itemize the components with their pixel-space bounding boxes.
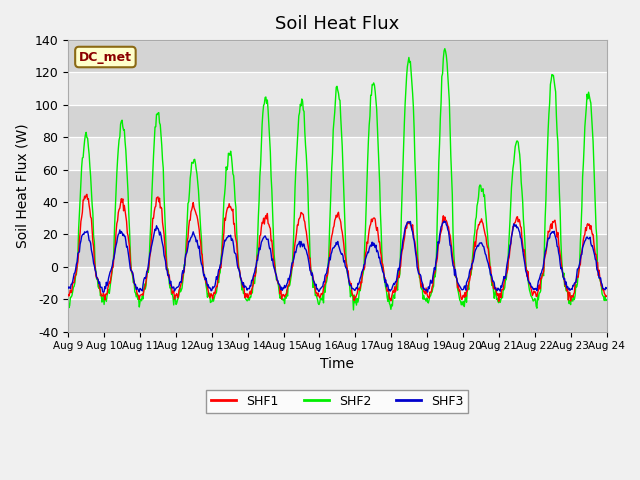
- X-axis label: Time: Time: [321, 357, 355, 371]
- Y-axis label: Soil Heat Flux (W): Soil Heat Flux (W): [15, 123, 29, 248]
- Title: Soil Heat Flux: Soil Heat Flux: [275, 15, 399, 33]
- Bar: [68, 40, 607, 72]
- Bar: [68, 105, 607, 137]
- Bar: [68, 299, 607, 332]
- Text: DC_met: DC_met: [79, 50, 132, 63]
- Bar: [68, 234, 607, 267]
- Legend: SHF1, SHF2, SHF3: SHF1, SHF2, SHF3: [206, 390, 468, 413]
- Bar: [68, 169, 607, 202]
